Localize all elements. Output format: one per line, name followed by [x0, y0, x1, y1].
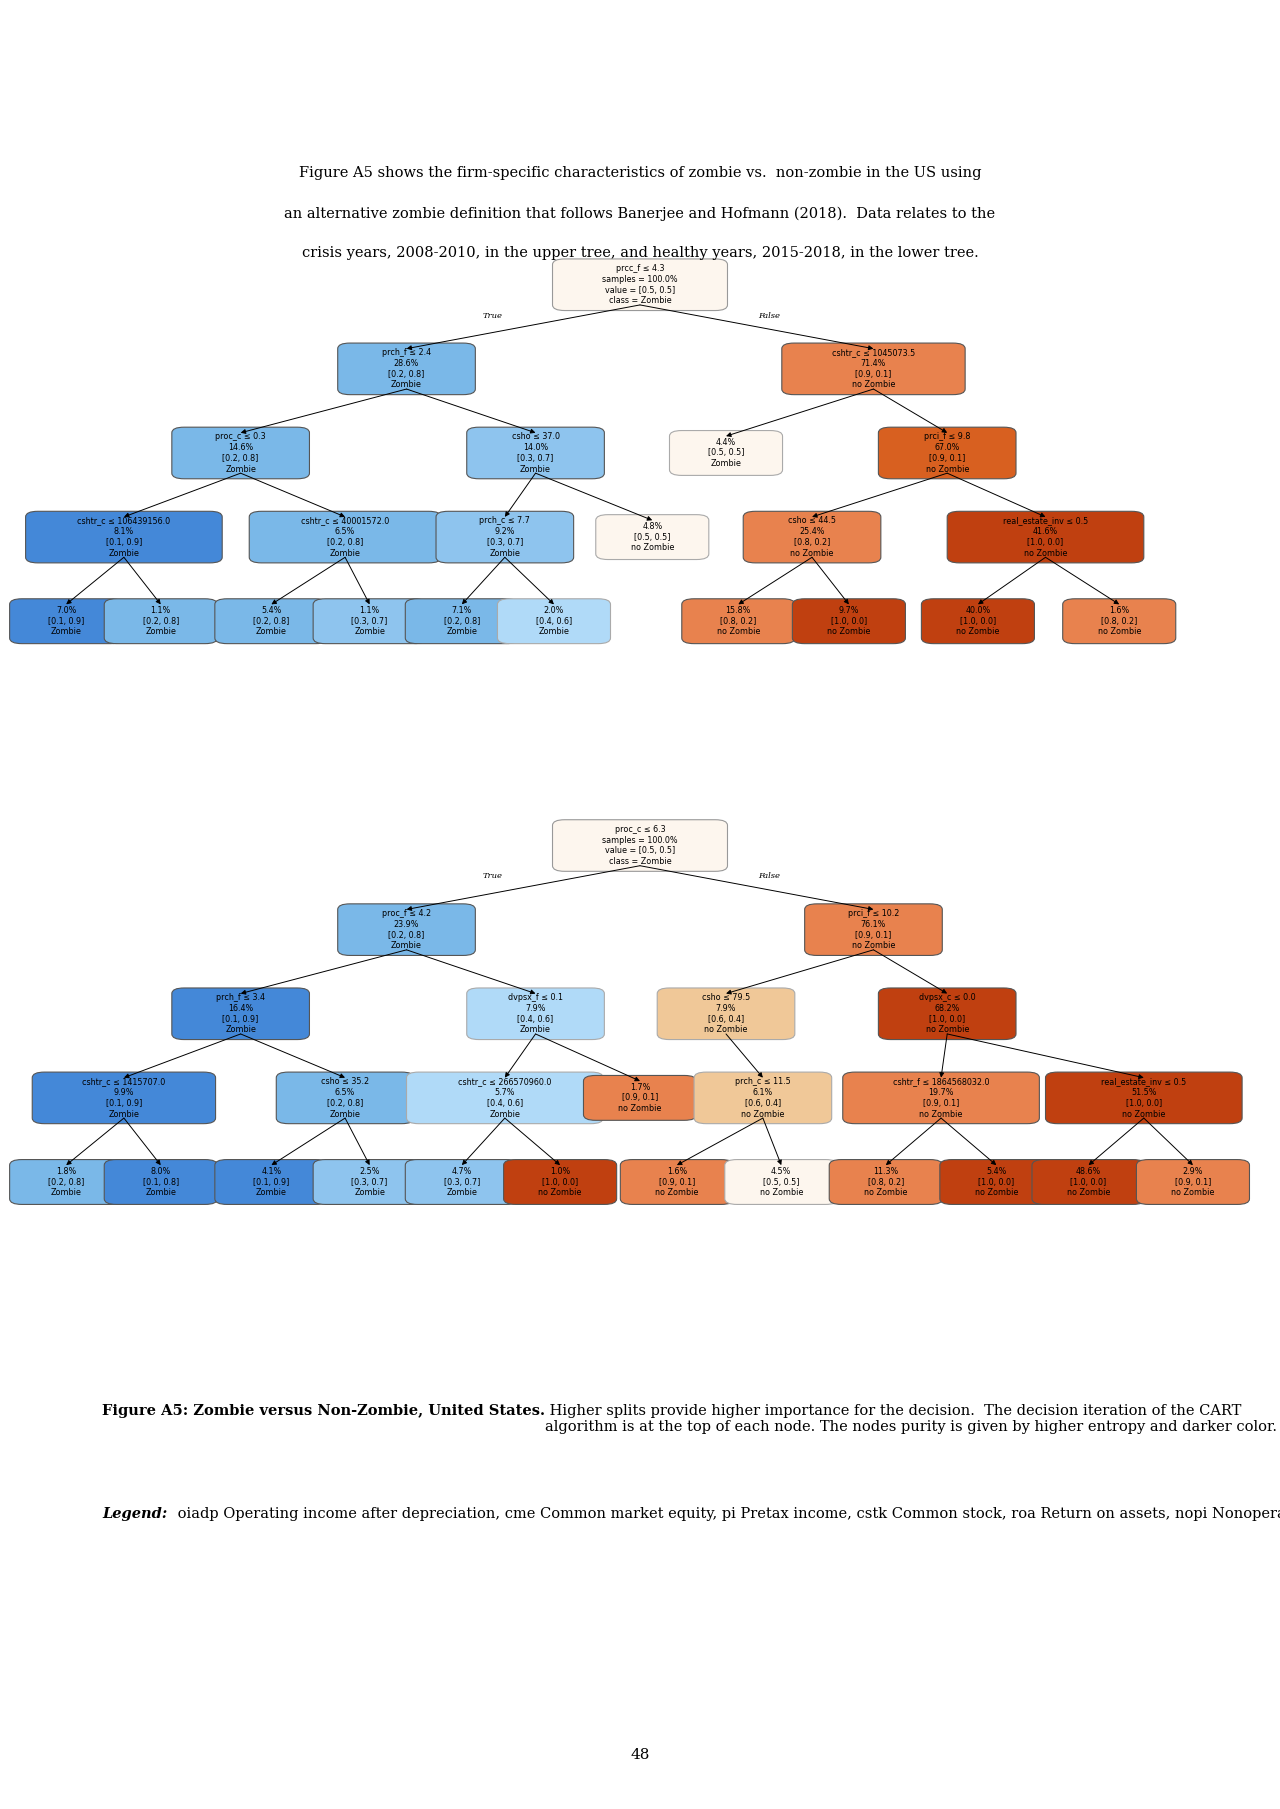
- Text: prch_c ≤ 11.5
6.1%
[0.6, 0.4]
no Zombie: prch_c ≤ 11.5 6.1% [0.6, 0.4] no Zombie: [735, 1076, 791, 1118]
- Text: 4.8%
[0.5, 0.5]
no Zombie: 4.8% [0.5, 0.5] no Zombie: [631, 521, 675, 552]
- Text: 1.8%
[0.2, 0.8]
Zombie: 1.8% [0.2, 0.8] Zombie: [47, 1167, 84, 1198]
- Text: 1.1%
[0.2, 0.8]
Zombie: 1.1% [0.2, 0.8] Zombie: [142, 606, 179, 637]
- Text: 2.0%
[0.4, 0.6]
Zombie: 2.0% [0.4, 0.6] Zombie: [536, 606, 572, 637]
- FancyBboxPatch shape: [104, 599, 218, 644]
- Text: proc_f ≤ 4.2
23.9%
[0.2, 0.8]
Zombie: proc_f ≤ 4.2 23.9% [0.2, 0.8] Zombie: [381, 908, 431, 950]
- Text: cshtr_f ≤ 1864568032.0
19.7%
[0.9, 0.1]
no Zombie: cshtr_f ≤ 1864568032.0 19.7% [0.9, 0.1] …: [893, 1076, 989, 1118]
- Text: Figure A5: Zombie versus Non-Zombie, United States.: Figure A5: Zombie versus Non-Zombie, Uni…: [102, 1404, 545, 1418]
- FancyBboxPatch shape: [436, 512, 573, 563]
- Text: dvpsx_f ≤ 0.1
7.9%
[0.4, 0.6]
Zombie: dvpsx_f ≤ 0.1 7.9% [0.4, 0.6] Zombie: [508, 993, 563, 1035]
- FancyBboxPatch shape: [1032, 1160, 1146, 1205]
- FancyBboxPatch shape: [467, 988, 604, 1040]
- Text: 8.0%
[0.1, 0.8]
Zombie: 8.0% [0.1, 0.8] Zombie: [142, 1167, 179, 1198]
- Text: 48: 48: [630, 1747, 650, 1762]
- Text: 5.4%
[0.2, 0.8]
Zombie: 5.4% [0.2, 0.8] Zombie: [253, 606, 289, 637]
- Text: 15.8%
[0.8, 0.2]
no Zombie: 15.8% [0.8, 0.2] no Zombie: [717, 606, 760, 637]
- Text: cshtr_c ≤ 1045073.5
71.4%
[0.9, 0.1]
no Zombie: cshtr_c ≤ 1045073.5 71.4% [0.9, 0.1] no …: [832, 347, 915, 389]
- Text: False: False: [758, 311, 780, 320]
- FancyBboxPatch shape: [10, 1160, 123, 1205]
- Text: an alternative zombie definition that follows Banerjee and Hofmann (2018).  Data: an alternative zombie definition that fo…: [284, 206, 996, 221]
- FancyBboxPatch shape: [842, 1073, 1039, 1123]
- Text: prch_c ≤ 7.7
9.2%
[0.3, 0.7]
Zombie: prch_c ≤ 7.7 9.2% [0.3, 0.7] Zombie: [480, 516, 530, 557]
- FancyBboxPatch shape: [406, 599, 518, 644]
- FancyBboxPatch shape: [682, 599, 795, 644]
- FancyBboxPatch shape: [657, 988, 795, 1040]
- FancyBboxPatch shape: [744, 512, 881, 563]
- Text: oiadp Operating income after depreciation, cme Common market equity, pi Pretax i: oiadp Operating income after depreciatio…: [173, 1507, 1280, 1521]
- Text: 4.7%
[0.3, 0.7]
Zombie: 4.7% [0.3, 0.7] Zombie: [444, 1167, 480, 1198]
- Text: real_estate_inv ≤ 0.5
41.6%
[1.0, 0.0]
no Zombie: real_estate_inv ≤ 0.5 41.6% [1.0, 0.0] n…: [1002, 516, 1088, 557]
- FancyBboxPatch shape: [314, 1160, 426, 1205]
- Text: prcc_f ≤ 4.3
samples = 100.0%
value = [0.5, 0.5]
class = Zombie: prcc_f ≤ 4.3 samples = 100.0% value = [0…: [602, 264, 678, 306]
- FancyBboxPatch shape: [724, 1160, 838, 1205]
- FancyBboxPatch shape: [104, 1160, 218, 1205]
- FancyBboxPatch shape: [584, 1075, 696, 1120]
- FancyBboxPatch shape: [503, 1160, 617, 1205]
- Text: 2.9%
[0.9, 0.1]
no Zombie: 2.9% [0.9, 0.1] no Zombie: [1171, 1167, 1215, 1198]
- Text: cshtr_c ≤ 1415707.0
9.9%
[0.1, 0.9]
Zombie: cshtr_c ≤ 1415707.0 9.9% [0.1, 0.9] Zomb…: [82, 1076, 165, 1118]
- FancyBboxPatch shape: [1062, 599, 1176, 644]
- Text: prci_f ≤ 10.2
76.1%
[0.9, 0.1]
no Zombie: prci_f ≤ 10.2 76.1% [0.9, 0.1] no Zombie: [847, 908, 899, 950]
- Text: 9.7%
[1.0, 0.0]
no Zombie: 9.7% [1.0, 0.0] no Zombie: [827, 606, 870, 637]
- Text: Figure A5 shows the firm-specific characteristics of zombie vs.  non-zombie in t: Figure A5 shows the firm-specific charac…: [298, 166, 982, 181]
- FancyBboxPatch shape: [669, 431, 782, 476]
- Text: 1.6%
[0.9, 0.1]
no Zombie: 1.6% [0.9, 0.1] no Zombie: [655, 1167, 699, 1198]
- Text: False: False: [758, 872, 780, 881]
- FancyBboxPatch shape: [338, 344, 475, 394]
- FancyBboxPatch shape: [215, 599, 328, 644]
- FancyBboxPatch shape: [467, 427, 604, 479]
- Text: csho ≤ 79.5
7.9%
[0.6, 0.4]
no Zombie: csho ≤ 79.5 7.9% [0.6, 0.4] no Zombie: [701, 993, 750, 1035]
- Text: prci_f ≤ 9.8
67.0%
[0.9, 0.1]
no Zombie: prci_f ≤ 9.8 67.0% [0.9, 0.1] no Zombie: [924, 432, 970, 474]
- Text: cshtr_c ≤ 266570960.0
5.7%
[0.4, 0.6]
Zombie: cshtr_c ≤ 266570960.0 5.7% [0.4, 0.6] Zo…: [458, 1076, 552, 1118]
- Text: prch_f ≤ 2.4
28.6%
[0.2, 0.8]
Zombie: prch_f ≤ 2.4 28.6% [0.2, 0.8] Zombie: [381, 347, 431, 389]
- FancyBboxPatch shape: [595, 514, 709, 559]
- FancyBboxPatch shape: [338, 904, 475, 955]
- FancyBboxPatch shape: [314, 599, 426, 644]
- Text: 11.3%
[0.8, 0.2]
no Zombie: 11.3% [0.8, 0.2] no Zombie: [864, 1167, 908, 1198]
- Text: csho ≤ 37.0
14.0%
[0.3, 0.7]
Zombie: csho ≤ 37.0 14.0% [0.3, 0.7] Zombie: [512, 432, 559, 474]
- FancyBboxPatch shape: [498, 599, 611, 644]
- Text: 48.6%
[1.0, 0.0]
no Zombie: 48.6% [1.0, 0.0] no Zombie: [1066, 1167, 1110, 1198]
- Text: cshtr_c ≤ 40001572.0
6.5%
[0.2, 0.8]
Zombie: cshtr_c ≤ 40001572.0 6.5% [0.2, 0.8] Zom…: [301, 516, 389, 557]
- Text: csho ≤ 35.2
6.5%
[0.2, 0.8]
Zombie: csho ≤ 35.2 6.5% [0.2, 0.8] Zombie: [321, 1076, 369, 1118]
- Text: 40.0%
[1.0, 0.0]
no Zombie: 40.0% [1.0, 0.0] no Zombie: [956, 606, 1000, 637]
- Text: cshtr_c ≤ 106439156.0
8.1%
[0.1, 0.9]
Zombie: cshtr_c ≤ 106439156.0 8.1% [0.1, 0.9] Zo…: [77, 516, 170, 557]
- FancyBboxPatch shape: [10, 599, 123, 644]
- Text: 7.1%
[0.2, 0.8]
Zombie: 7.1% [0.2, 0.8] Zombie: [444, 606, 480, 637]
- FancyBboxPatch shape: [940, 1160, 1053, 1205]
- FancyBboxPatch shape: [621, 1160, 733, 1205]
- FancyBboxPatch shape: [805, 904, 942, 955]
- Text: Higher splits provide higher importance for the decision.  The decision iteratio: Higher splits provide higher importance …: [545, 1404, 1277, 1435]
- FancyBboxPatch shape: [829, 1160, 942, 1205]
- FancyBboxPatch shape: [26, 512, 223, 563]
- FancyBboxPatch shape: [406, 1160, 518, 1205]
- Text: 1.6%
[0.8, 0.2]
no Zombie: 1.6% [0.8, 0.2] no Zombie: [1097, 606, 1140, 637]
- Text: 4.5%
[0.5, 0.5]
no Zombie: 4.5% [0.5, 0.5] no Zombie: [759, 1167, 803, 1198]
- FancyBboxPatch shape: [878, 988, 1016, 1040]
- Text: 4.4%
[0.5, 0.5]
Zombie: 4.4% [0.5, 0.5] Zombie: [708, 438, 744, 469]
- FancyBboxPatch shape: [553, 819, 727, 872]
- FancyBboxPatch shape: [792, 599, 905, 644]
- FancyBboxPatch shape: [922, 599, 1034, 644]
- Text: 1.7%
[0.9, 0.1]
no Zombie: 1.7% [0.9, 0.1] no Zombie: [618, 1082, 662, 1113]
- Text: 2.5%
[0.3, 0.7]
Zombie: 2.5% [0.3, 0.7] Zombie: [352, 1167, 388, 1198]
- FancyBboxPatch shape: [1137, 1160, 1249, 1205]
- FancyBboxPatch shape: [172, 427, 310, 479]
- Text: proc_c ≤ 6.3
samples = 100.0%
value = [0.5, 0.5]
class = Zombie: proc_c ≤ 6.3 samples = 100.0% value = [0…: [602, 825, 678, 867]
- Text: real_estate_inv ≤ 0.5
51.5%
[1.0, 0.0]
no Zombie: real_estate_inv ≤ 0.5 51.5% [1.0, 0.0] n…: [1101, 1076, 1187, 1118]
- Text: 1.0%
[1.0, 0.0]
no Zombie: 1.0% [1.0, 0.0] no Zombie: [539, 1167, 582, 1198]
- Text: Legend:: Legend:: [102, 1507, 173, 1521]
- FancyBboxPatch shape: [250, 512, 440, 563]
- Text: True: True: [483, 872, 503, 881]
- FancyBboxPatch shape: [215, 1160, 328, 1205]
- Text: 4.1%
[0.1, 0.9]
Zombie: 4.1% [0.1, 0.9] Zombie: [253, 1167, 289, 1198]
- FancyBboxPatch shape: [32, 1073, 215, 1123]
- FancyBboxPatch shape: [878, 427, 1016, 479]
- FancyBboxPatch shape: [782, 344, 965, 394]
- Text: prch_f ≤ 3.4
16.4%
[0.1, 0.9]
Zombie: prch_f ≤ 3.4 16.4% [0.1, 0.9] Zombie: [216, 993, 265, 1035]
- FancyBboxPatch shape: [1046, 1073, 1242, 1123]
- Text: 7.0%
[0.1, 0.9]
Zombie: 7.0% [0.1, 0.9] Zombie: [47, 606, 84, 637]
- Text: dvpsx_c ≤ 0.0
68.2%
[1.0, 0.0]
no Zombie: dvpsx_c ≤ 0.0 68.2% [1.0, 0.0] no Zombie: [919, 993, 975, 1035]
- Text: crisis years, 2008-2010, in the upper tree, and healthy years, 2015-2018, in the: crisis years, 2008-2010, in the upper tr…: [302, 246, 978, 260]
- FancyBboxPatch shape: [947, 512, 1144, 563]
